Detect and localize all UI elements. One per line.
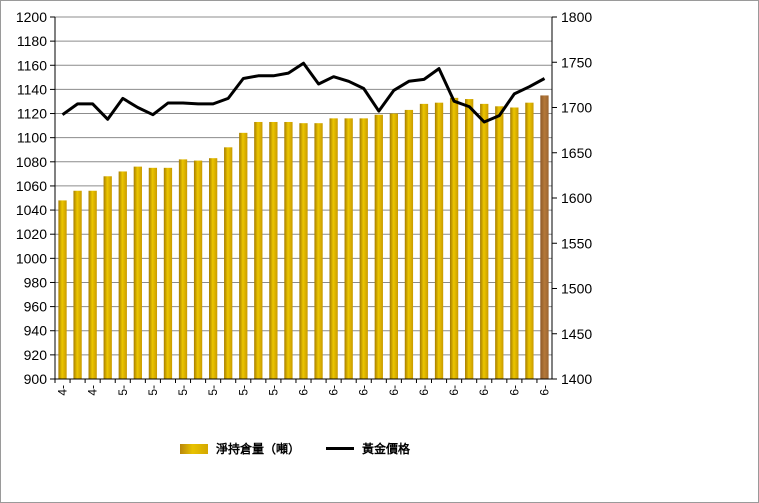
y-left-tick-label: 1120 [17,106,47,122]
y-axis-right-ticks: 1400 1450 1500 1550 1600 1650 1700 1750 1800 [561,9,592,387]
bar [118,171,127,379]
bar [208,158,218,379]
bar [284,121,293,379]
bar [389,113,399,380]
y-left-tick-label: 1200 [16,9,47,25]
bar [299,123,308,379]
x-tick-label: 6- [297,385,311,396]
y-right-tick-label: 1550 [561,235,592,251]
x-tick-label: 6- [417,385,431,396]
bar [88,190,97,379]
bar [329,118,338,380]
bar [465,99,474,379]
bar [480,103,489,379]
y-right-tick-label: 1800 [561,9,592,25]
y-right-tick-label: 1450 [561,326,592,342]
x-tick-label: 6- [537,385,551,396]
legend-swatch-line [326,447,355,450]
bar [73,190,82,379]
bar [254,121,263,379]
x-tick-label: 6- [327,385,341,396]
x-tick-label: 4- [86,385,100,396]
y-left-tick-label: 1180 [17,33,47,49]
bar [224,147,233,379]
bar [449,97,459,379]
x-tick-label: 5- [146,385,160,396]
x-tick-label: 5- [116,385,130,396]
bar [193,160,203,379]
bar [510,107,519,379]
legend-item-bars: 淨持倉量（噸） [180,440,300,457]
x-tick-label: 6- [387,385,401,396]
line-series-gold-price [61,61,546,124]
bar [374,114,383,380]
legend-swatch-bars [180,443,208,454]
y-left-tick-label: 1000 [16,250,47,266]
y-right-tick-label: 1400 [561,371,592,387]
bar [58,200,67,379]
legend: 淨持倉量（噸） 黃金價格 [180,440,436,457]
x-tick-label: 6- [357,385,371,396]
bar [239,132,248,379]
bar [163,167,173,379]
y-left-tick-label: 980 [24,274,48,290]
y-left-tick-label: 1020 [16,226,47,242]
bar [344,118,353,380]
bar [434,102,444,379]
bar [269,121,278,379]
y-left-tick-label: 1040 [16,202,47,218]
y-right-tick-label: 1750 [561,54,592,70]
legend-label-line: 黃金價格 [362,442,411,456]
y-left-tick-label: 1160 [17,57,47,73]
bar [103,176,112,379]
y-right-tick-label: 1600 [561,190,592,206]
x-tick-label: 5- [266,385,280,396]
x-tick-label: 5- [206,385,220,396]
axes [50,16,557,383]
bar [495,106,504,379]
y-left-tick-label: 900 [24,371,48,387]
bar-series-net-holdings [58,95,549,380]
bar [404,109,414,379]
gold-price-line [61,61,546,124]
y-right-tick-label: 1650 [561,145,592,161]
y-right-tick-label: 1500 [561,281,592,297]
y-left-tick-label: 1080 [16,154,47,170]
bar [419,103,429,379]
bar [359,118,368,380]
bar [525,102,534,379]
bar [178,159,188,379]
legend-item-line: 黃金價格 [326,440,410,457]
x-axis-ticks: 4- 4- 5- 5- 5- 5- 5- 5- 6- 6- 6- 6- 6- 6- 6- 6- 6- [56,385,552,396]
y-left-tick-label: 1140 [17,81,47,97]
x-tick-label: 4- [56,385,70,396]
x-tick-label: 6- [507,385,521,396]
legend-label-bars: 淨持倉量（噸） [216,442,301,456]
x-tick-label: 6- [447,385,461,396]
y-left-tick-label: 940 [24,323,48,339]
y-left-tick-label: 960 [24,299,48,315]
y-axis-left-ticks: 900 920 940 960 980 1000 1020 1040 1060 1080 1100 1… [16,9,47,387]
y-left-tick-label: 1100 [17,130,47,146]
y-right-tick-label: 1700 [561,100,592,116]
bar [314,123,323,379]
bar [133,166,142,379]
y-left-tick-label: 1060 [16,178,47,194]
bar [148,167,158,379]
y-left-tick-label: 920 [24,347,48,363]
bar [540,95,549,379]
x-tick-label: 5- [176,385,190,396]
x-tick-label: 5- [236,385,250,396]
x-tick-label: 6- [477,385,491,396]
